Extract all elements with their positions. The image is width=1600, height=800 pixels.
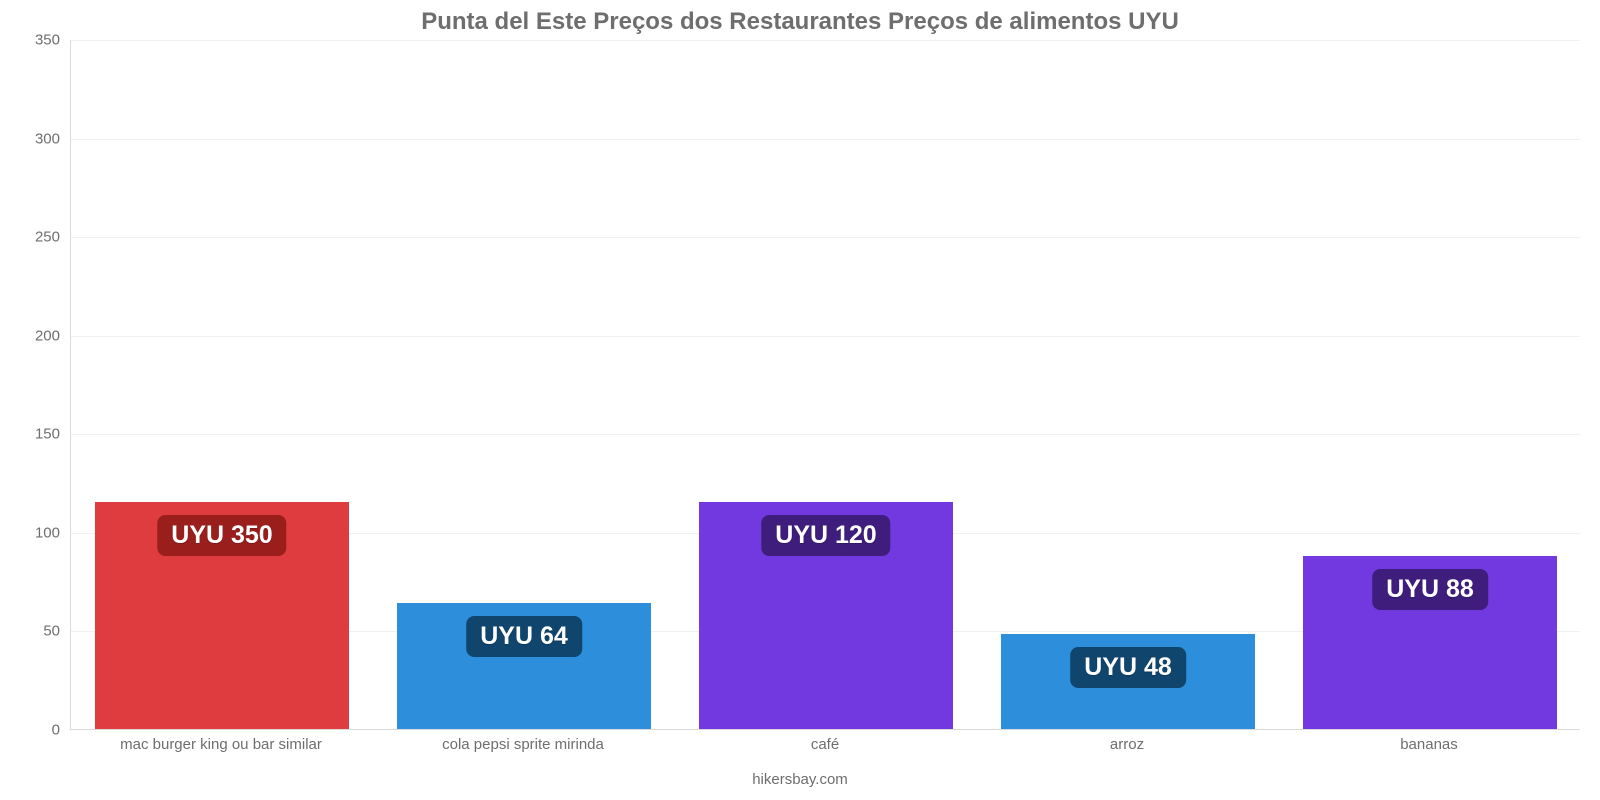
ytick-label: 200 <box>10 327 60 344</box>
gridline <box>71 237 1580 238</box>
ytick-label: 100 <box>10 524 60 541</box>
value-badge: UYU 64 <box>466 616 582 657</box>
value-badge: UYU 48 <box>1070 647 1186 688</box>
xtick-label: mac burger king ou bar similar <box>120 736 322 753</box>
ytick-label: 350 <box>10 32 60 49</box>
gridline <box>71 40 1580 41</box>
xtick-label: café <box>811 736 839 753</box>
ytick-label: 150 <box>10 426 60 443</box>
gridline <box>71 336 1580 337</box>
xtick-label: bananas <box>1400 736 1458 753</box>
gridline <box>71 434 1580 435</box>
value-badge: UYU 350 <box>157 515 286 556</box>
chart-source: hikersbay.com <box>0 771 1600 788</box>
ytick-label: 300 <box>10 130 60 147</box>
price-bar-chart: Punta del Este Preços dos Restaurantes P… <box>0 0 1600 800</box>
gridline <box>71 139 1580 140</box>
value-badge: UYU 120 <box>761 515 890 556</box>
chart-title: Punta del Este Preços dos Restaurantes P… <box>0 8 1600 36</box>
xtick-label: arroz <box>1110 736 1144 753</box>
plot-area: UYU 350 UYU 64 UYU 120 UYU 48 UYU 88 <box>70 40 1580 730</box>
ytick-label: 250 <box>10 229 60 246</box>
ytick-label: 0 <box>10 722 60 739</box>
value-badge: UYU 88 <box>1372 569 1488 610</box>
ytick-label: 50 <box>10 623 60 640</box>
xtick-label: cola pepsi sprite mirinda <box>442 736 604 753</box>
